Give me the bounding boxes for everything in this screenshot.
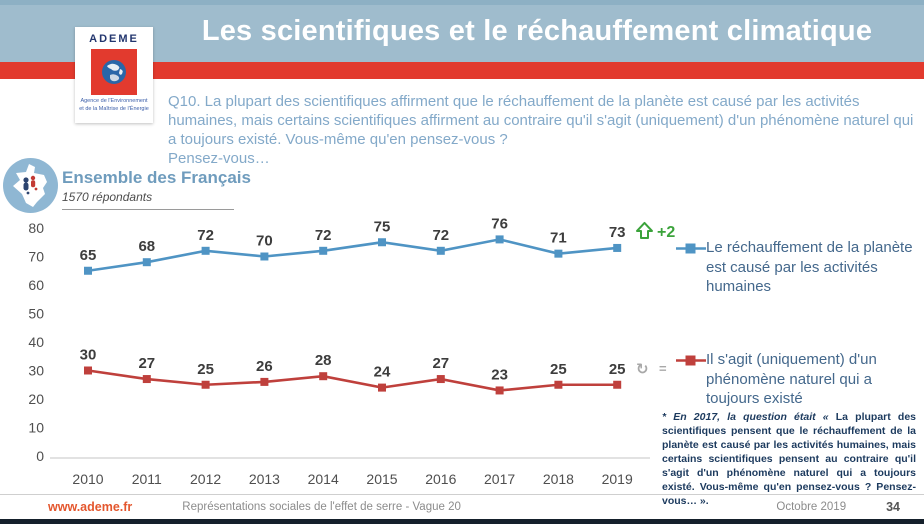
x-tick-label: 2010 (72, 471, 103, 487)
header-band (0, 0, 924, 62)
legend-label: Il s'agit (uniquement) d'un phénomène na… (706, 351, 877, 407)
x-tick-label: 2018 (543, 471, 574, 487)
bottom-bar (0, 519, 924, 524)
data-point-marker (260, 377, 269, 386)
sample-label: Ensemble des Français (62, 168, 251, 187)
red-stripe (0, 62, 924, 79)
legend-marker-blue (676, 243, 706, 254)
ademe-logo-tagline: Agence de l'Environnement et de la Maîtr… (79, 98, 149, 112)
data-point-marker (495, 386, 504, 395)
data-point-marker (84, 266, 92, 275)
header-top-edge (0, 0, 924, 5)
y-tick-label: 70 (28, 249, 44, 265)
data-point-marker (201, 246, 210, 255)
y-tick-label: 60 (28, 277, 44, 293)
question-text: Q10. La plupart des scientifiques affirm… (168, 92, 916, 168)
y-tick-label: 50 (28, 306, 44, 322)
trend-value: +2 (657, 224, 675, 241)
data-point-marker (260, 252, 269, 261)
data-point-marker (378, 383, 386, 392)
data-point-label: 25 (550, 361, 567, 378)
data-point-label: 73 (609, 224, 626, 241)
question-followup: Pensez-vous… (168, 150, 270, 168)
y-tick-label: 40 (28, 334, 44, 350)
data-point-label: 25 (609, 361, 626, 378)
ademe-logo-name: ADEME (89, 33, 139, 45)
x-tick-label: 2014 (308, 471, 339, 487)
footer: www.ademe.fr Représentations sociales de… (0, 495, 924, 519)
footnote-body: La plupart des scientifiques pensent que… (662, 411, 916, 508)
france-map-icon (3, 158, 58, 213)
data-point-marker (495, 235, 504, 244)
data-point-label: 30 (80, 347, 97, 364)
y-tick-label: 20 (28, 391, 44, 407)
data-point-marker (142, 375, 151, 384)
data-point-label: 24 (374, 364, 391, 381)
trend-stable-icon: ↻ (636, 360, 649, 378)
footnote-lead: * En 2017, la question était « (662, 411, 836, 423)
data-point-marker (554, 249, 563, 258)
data-point-marker (319, 372, 328, 381)
y-tick-label: 0 (36, 448, 44, 464)
y-tick-label: 10 (28, 420, 44, 436)
data-point-label: 27 (432, 355, 449, 372)
footer-date: Octobre 2019 (776, 501, 847, 513)
y-tick-label: 80 (28, 220, 44, 236)
legend-label: Le réchauffement de la planète est causé… (706, 239, 913, 295)
x-tick-label: 2013 (249, 471, 280, 487)
ademe-logo-square (91, 49, 137, 95)
data-point-marker (142, 258, 151, 267)
sample-info: Ensemble des Français 1570 répondants (62, 168, 251, 210)
data-point-marker (554, 380, 563, 389)
data-point-marker (319, 246, 328, 255)
series-line (87, 238, 618, 273)
data-point-marker (378, 238, 386, 247)
data-point-marker (201, 380, 210, 389)
series-line (87, 369, 618, 392)
trend-up-icon (636, 221, 653, 239)
data-point-marker (613, 380, 622, 389)
x-tick-label: 2012 (190, 471, 221, 487)
x-tick-label: 2019 (602, 471, 633, 487)
data-point-label: 71 (550, 230, 567, 247)
globe-icon (102, 60, 126, 84)
data-point-label: 72 (315, 227, 332, 244)
page-title: Les scientifiques et le réchauffement cl… (201, 14, 873, 47)
data-point-label: 23 (491, 366, 508, 383)
legend-marker-red (676, 355, 706, 366)
footer-report-title: Représentations sociales de l'effet de s… (182, 501, 461, 513)
x-tick-label: 2011 (132, 471, 162, 487)
y-tick-label: 30 (28, 363, 44, 379)
x-tick-label: 2015 (366, 471, 397, 487)
data-point-label: 28 (315, 352, 332, 369)
question-main: Q10. La plupart des scientifiques affirm… (168, 93, 914, 149)
data-point-marker (436, 246, 445, 255)
data-point-label: 25 (197, 361, 214, 378)
data-point-label: 26 (256, 358, 273, 375)
data-point-label: 72 (432, 227, 449, 244)
footer-divider (0, 494, 924, 495)
legend-item-natural-phenomenon: Il s'agit (uniquement) d'un phénomène na… (676, 350, 920, 409)
data-point-label: 75 (374, 218, 391, 235)
footnote: * En 2017, la question était « La plupar… (662, 410, 916, 508)
sample-respondents: 1570 répondants (62, 190, 153, 204)
data-point-label: 72 (197, 227, 214, 244)
data-point-label: 76 (491, 215, 508, 232)
x-tick-label: 2016 (425, 471, 456, 487)
data-point-label: 68 (138, 238, 155, 255)
ademe-logo: ADEME Agence de l'Environnement et de la… (75, 27, 153, 123)
footer-website-link[interactable]: www.ademe.fr (48, 500, 133, 514)
trend-value: = (659, 361, 667, 376)
data-point-label: 65 (80, 247, 97, 264)
legend-item-human-activity: Le réchauffement de la planète est causé… (676, 238, 920, 297)
data-point-marker (613, 243, 622, 252)
data-point-label: 27 (138, 355, 155, 372)
data-point-marker (84, 366, 92, 375)
footer-page-number: 34 (886, 500, 900, 514)
data-point-marker (436, 375, 445, 384)
data-point-label: 70 (256, 233, 273, 250)
x-tick-label: 2017 (484, 471, 515, 487)
